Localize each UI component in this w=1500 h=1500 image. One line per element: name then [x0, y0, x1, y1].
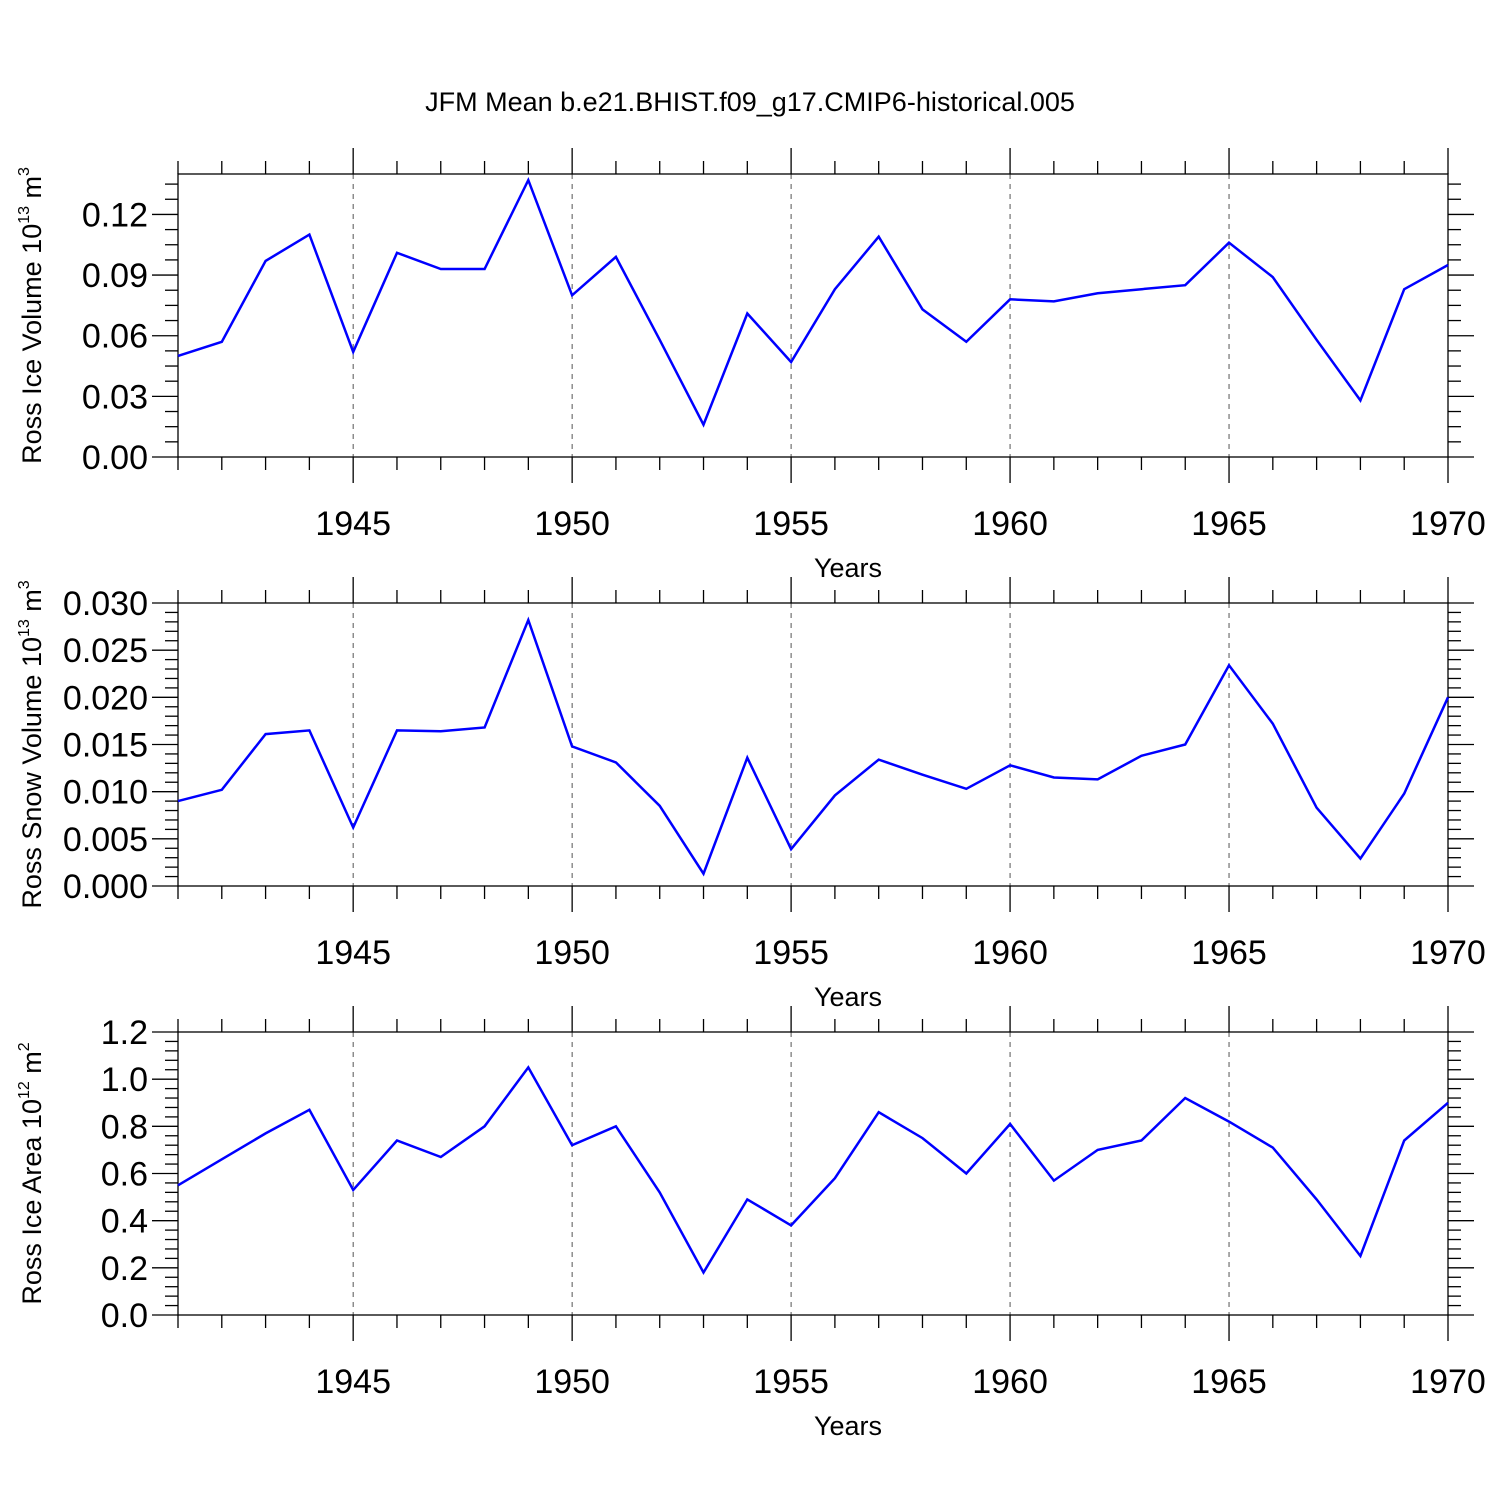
y-tick-label-0: 0.0 — [101, 1297, 148, 1335]
y-tick-label-2: 0.06 — [82, 318, 148, 356]
y-tick-label-2: 0.010 — [63, 774, 148, 812]
x-axis-label: Years — [814, 1411, 882, 1441]
y-axis-label-exponent: 12 — [16, 1081, 33, 1099]
y-axis-label-unit: m — [17, 1051, 47, 1081]
x-tick-label-1955: 1955 — [753, 1363, 829, 1401]
plot-frame — [177, 173, 1449, 458]
x-tick-label-1960: 1960 — [972, 1363, 1048, 1401]
figure-title: JFM Mean b.e21.BHIST.f09_g17.CMIP6-histo… — [425, 87, 1075, 117]
y-axis-label-exponent: 13 — [16, 619, 33, 637]
x-tick-label-1970: 1970 — [1410, 505, 1486, 543]
y-tick-label-6: 0.030 — [63, 585, 148, 623]
x-tick-label-1945: 1945 — [315, 1363, 391, 1401]
series-line-3 — [177, 1065, 1449, 1276]
x-tick-label-1950: 1950 — [534, 1363, 610, 1401]
x-tick-label-1965: 1965 — [1191, 1363, 1267, 1401]
panel-2: 1945 1950 1955 1960 1965 1970 Years 0.000 0.005 0… — [16, 577, 1486, 1012]
y-tick-label-2: 0.4 — [101, 1203, 148, 1241]
y-axis-label-exponent: 13 — [16, 206, 33, 224]
y-tick-label-4: 0.020 — [63, 679, 148, 717]
series-line-2 — [177, 616, 1450, 877]
x-tick-label-1945: 1945 — [315, 934, 391, 972]
y-tick-label-3: 0.015 — [63, 727, 148, 765]
panels: 1945 1950 1955 1960 1965 1970Years0.000.030.0… — [16, 148, 1486, 1441]
y-axis-label: Ross Ice Volume 1013 m3 — [16, 167, 47, 464]
panel-3: 1945 1950 1955 1960 1965 1970 Years 0.0 0.2 0.4 0.… — [16, 1006, 1486, 1441]
x-tick-label-1960: 1960 — [972, 505, 1048, 543]
y-axis-label-text: Ross Ice Volume 10 — [17, 224, 47, 464]
y-tick-label-4: 0.8 — [101, 1108, 148, 1146]
x-axis-label: Years — [814, 553, 882, 583]
y-axis-label-unit-exponent: 3 — [16, 167, 33, 176]
y-tick-label-0: 0.00 — [82, 439, 148, 477]
y-axis-label-unit-exponent: 2 — [16, 1042, 33, 1051]
y-tick-label-1: 0.005 — [63, 821, 148, 859]
y-axis-label: Ross Ice Area 1012 m2 — [16, 1042, 47, 1304]
y-tick-label-4: 0.12 — [82, 196, 148, 234]
x-tick-label-1965: 1965 — [1191, 934, 1267, 972]
y-tick-label-3: 0.09 — [82, 257, 148, 295]
y-axis-label-text: Ross Ice Area 10 — [17, 1099, 47, 1305]
x-tick-label-1945: 1945 — [315, 505, 391, 543]
x-tick-label-1950: 1950 — [534, 505, 610, 543]
series-line-1 — [177, 176, 1449, 428]
panel-1: 1945 1950 1955 1960 1965 1970 Years 0.00 0.03 0.0… — [16, 148, 1486, 583]
y-axis-label-unit-exponent: 3 — [16, 580, 33, 589]
y-axis-label: Ross Snow Volume 1013 m3 — [16, 580, 47, 908]
x-axis-label: Years — [814, 982, 882, 1012]
x-tick-label-1955: 1955 — [753, 505, 829, 543]
x-tick-label-1970: 1970 — [1410, 1363, 1486, 1401]
plot-frame — [177, 602, 1449, 887]
y-axis-label-unit: m — [17, 176, 47, 206]
y-tick-label-5: 0.025 — [63, 632, 148, 670]
x-tick-label-1970: 1970 — [1410, 934, 1486, 972]
x-tick-label-1955: 1955 — [753, 934, 829, 972]
y-tick-label-1: 0.2 — [101, 1250, 148, 1288]
y-tick-label-5: 1.0 — [101, 1061, 148, 1099]
y-axis-label-text: Ross Snow Volume 10 — [17, 637, 47, 909]
y-tick-label-0: 0.000 — [63, 868, 148, 906]
y-tick-label-6: 1.2 — [101, 1014, 148, 1052]
y-tick-label-1: 0.03 — [82, 378, 148, 416]
x-tick-label-1950: 1950 — [534, 934, 610, 972]
y-axis-label-unit: m — [17, 589, 47, 619]
x-tick-label-1960: 1960 — [972, 934, 1048, 972]
y-tick-label-3: 0.6 — [101, 1156, 148, 1194]
x-tick-label-1965: 1965 — [1191, 505, 1267, 543]
